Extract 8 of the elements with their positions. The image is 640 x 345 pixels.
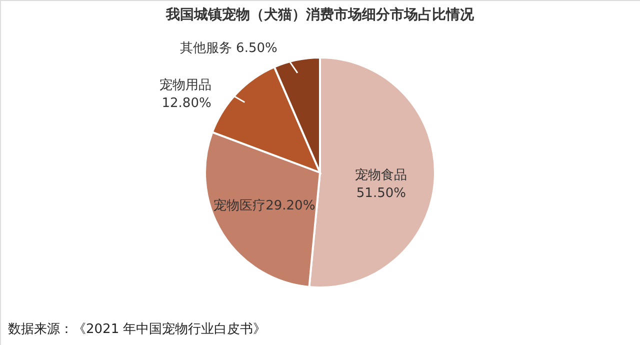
- chart-title: 我国城镇宠物（犬猫）消费市场细分市场占比情况: [165, 6, 475, 23]
- source-note: 数据来源：《2021 年中国宠物行业白皮书》: [8, 322, 266, 337]
- slice-label: 宠物食品: [355, 168, 408, 183]
- slice-label: 宠物医疗29.20%: [214, 198, 316, 214]
- data-label: 12.80%: [162, 96, 212, 111]
- slice-label: 其他服务 6.50%: [180, 41, 278, 56]
- slice-label: 宠物用品: [159, 78, 212, 93]
- data-label: 51.50%: [356, 186, 406, 201]
